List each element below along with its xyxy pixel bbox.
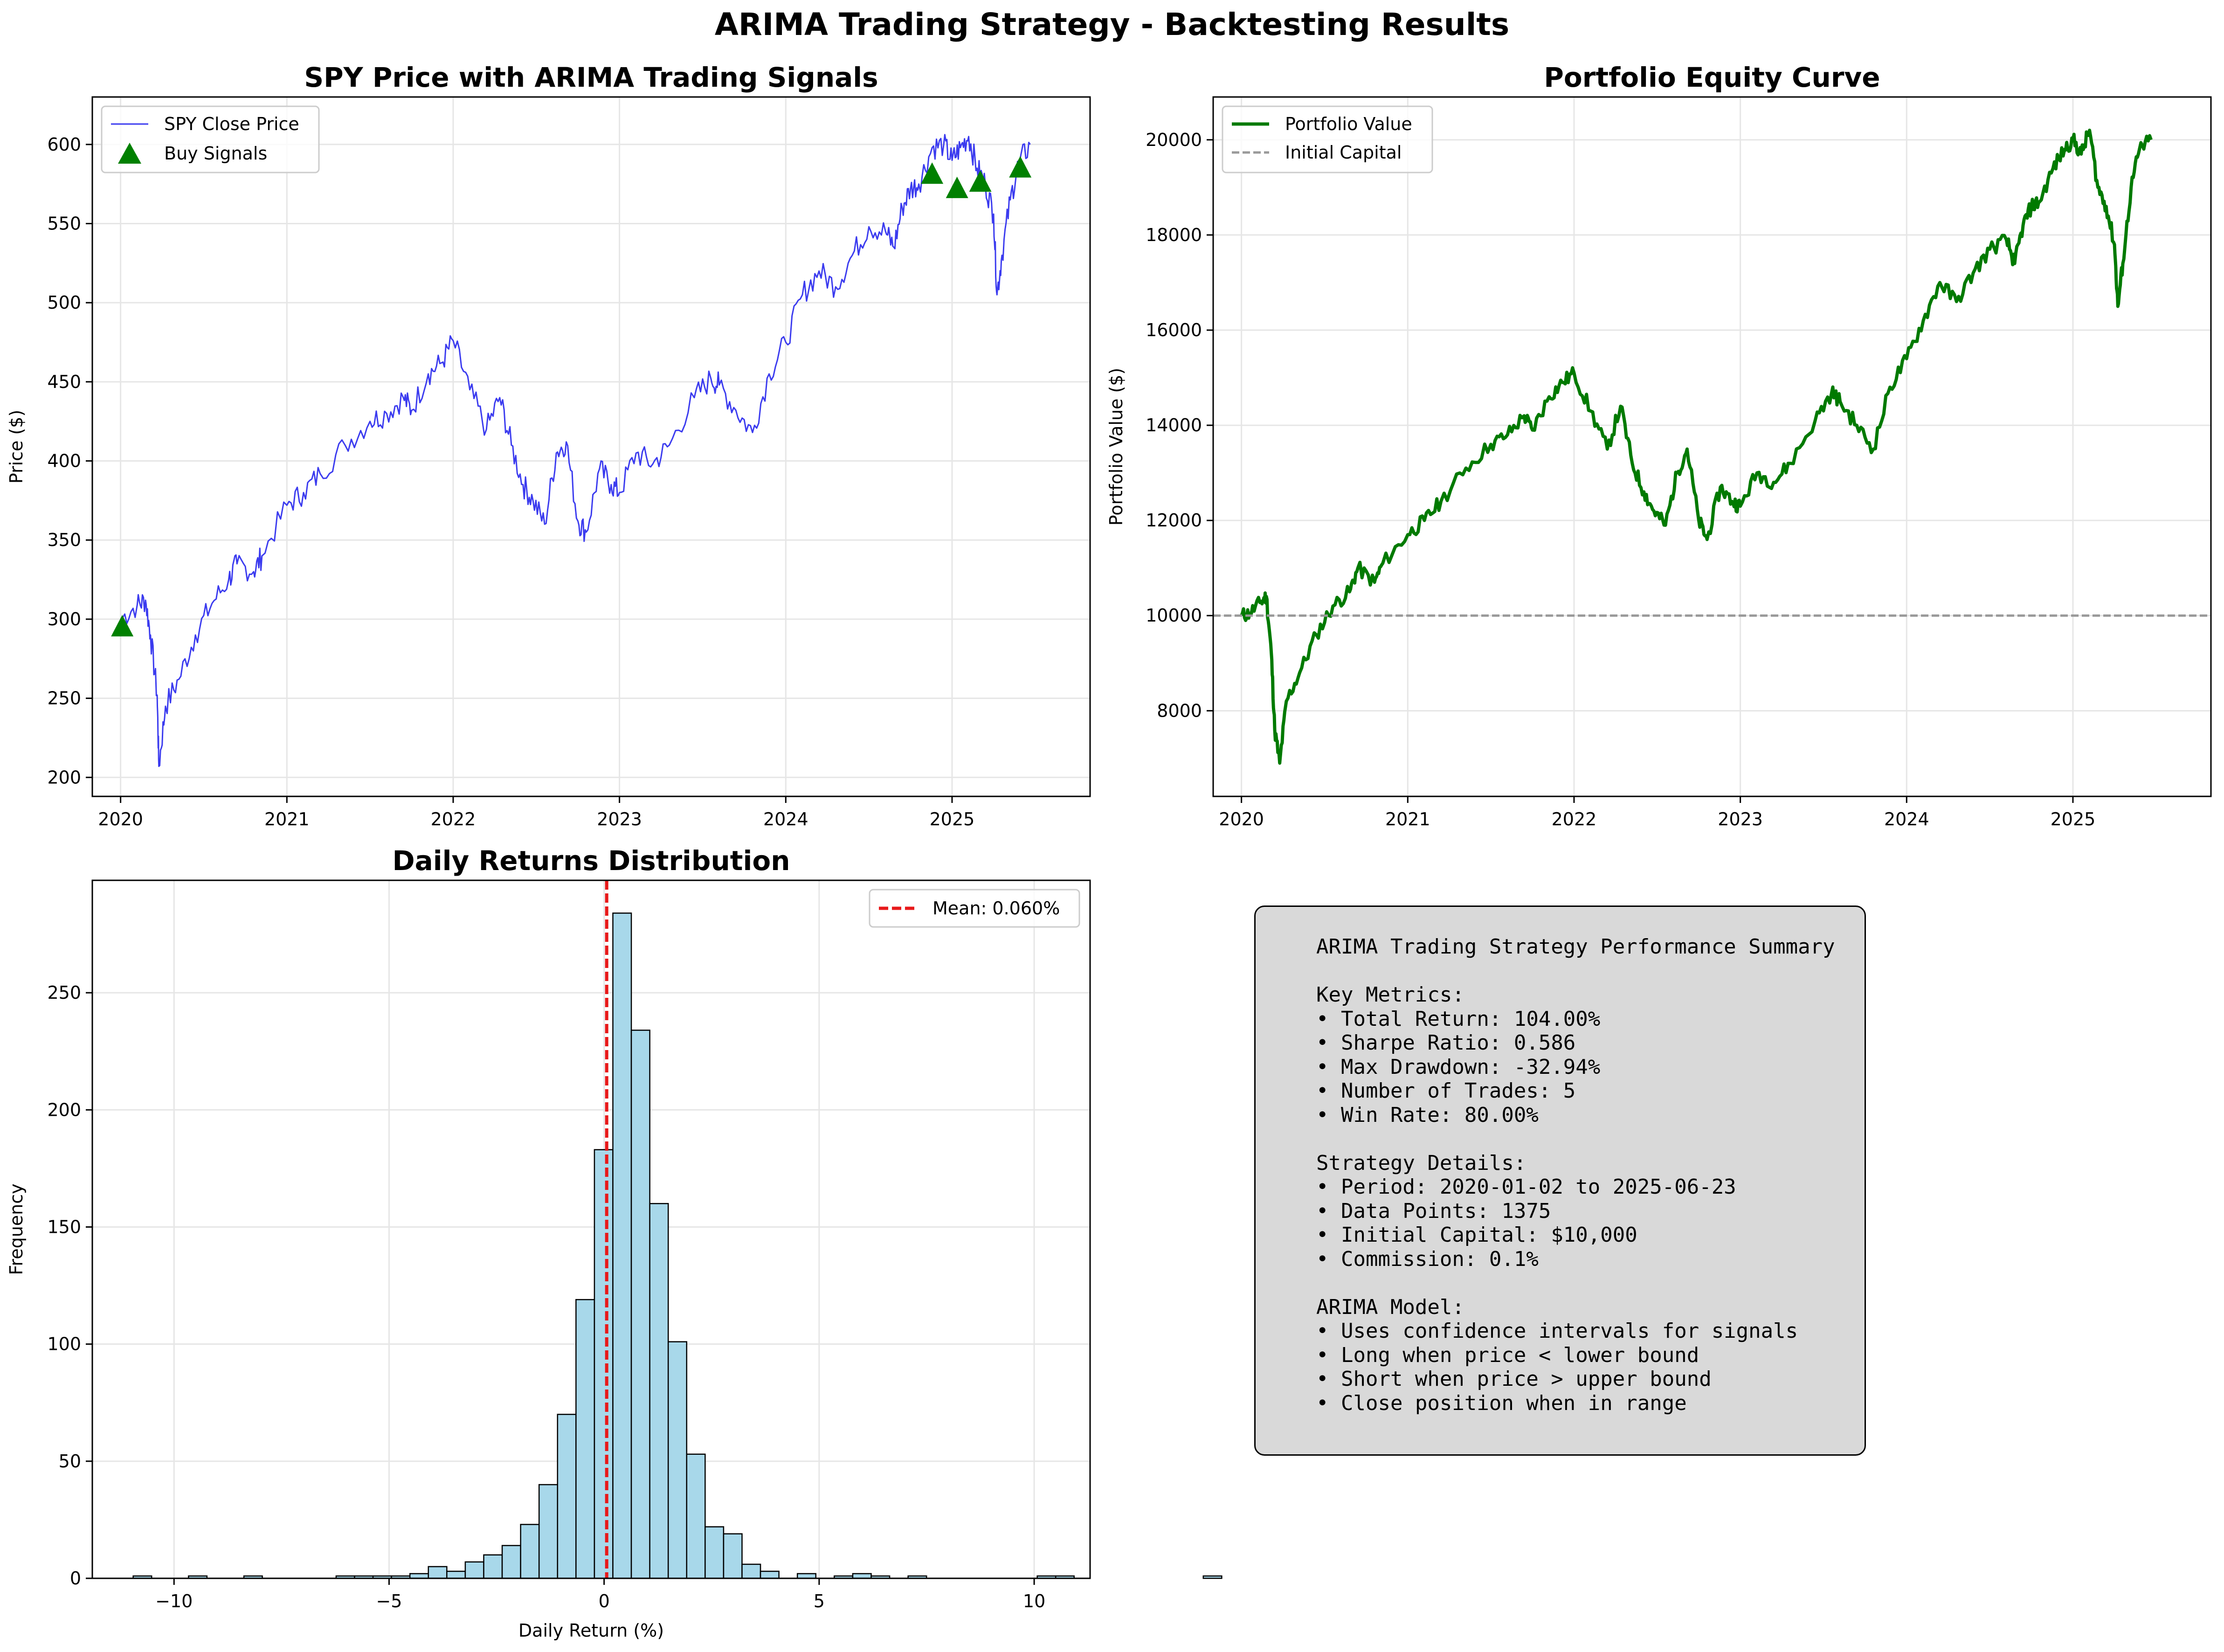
buy-signal-marker	[946, 176, 968, 198]
returns-histogram-ylabel: Frequency	[6, 1183, 27, 1275]
price-xtick-label: 2020	[98, 809, 143, 829]
histogram-bar	[1202, 1575, 1223, 1579]
equity-xtick-label: 2021	[1385, 809, 1430, 829]
histogram-bar	[686, 1453, 706, 1579]
equity-chart: 2020 2021 2022 2023 2024 2025 8000 10000 12000 14…	[1106, 62, 2212, 829]
price-xtick-label: 2021	[264, 809, 310, 829]
returns-histogram-title: Daily Returns Distribution	[393, 845, 790, 877]
returns-legend-box	[869, 889, 1080, 928]
buy-signal-marker	[969, 170, 992, 192]
returns-histogram-legend: Mean: 0.060%	[869, 889, 1080, 928]
returns-xtick-label: 10	[1023, 1591, 1045, 1611]
price-xtick-label: 2022	[431, 809, 476, 829]
returns-ytick-label: 100	[47, 1334, 81, 1355]
equity-ytick-label: 16000	[1146, 320, 1202, 340]
returns-legend-label-mean: Mean: 0.060%	[932, 898, 1060, 919]
returns-xtick-label: −5	[376, 1591, 402, 1611]
returns-ytick-label: 200	[47, 1099, 81, 1120]
figure-title: ARIMA Trading Strategy - Backtesting Res…	[714, 7, 1510, 42]
price-chart: 2020 2021 2022 2023 2024 2025 200 250 300 350 400 4…	[6, 62, 1091, 829]
price-ytick-label: 550	[47, 213, 81, 234]
histogram-bar	[557, 1414, 577, 1579]
returns-ytick-label: 250	[47, 982, 81, 1003]
buy-signal-marker	[921, 162, 944, 184]
histogram-bar	[409, 1573, 429, 1579]
equity-xtick-label: 2024	[1884, 809, 1929, 829]
price-legend-label-close: SPY Close Price	[164, 114, 299, 134]
portfolio-value-line	[1240, 128, 2153, 765]
histogram-bar	[464, 1561, 484, 1579]
histogram-bar	[538, 1484, 559, 1579]
price-ytick-label: 300	[47, 609, 81, 629]
price-ytick-label: 200	[47, 767, 81, 788]
buy-signal-marker	[1009, 156, 1032, 178]
histogram-bar	[796, 1573, 817, 1579]
equity-ytick-label: 8000	[1157, 700, 1202, 721]
equity-legend-label-portfolio: Portfolio Value	[1285, 114, 1412, 134]
histogram-bar	[483, 1554, 503, 1579]
price-chart-frame	[91, 96, 1091, 797]
price-ytick-label: 400	[47, 451, 81, 471]
spy-close-price-line	[120, 134, 1031, 767]
histogram-bar	[667, 1341, 688, 1579]
price-ytick-label: 600	[47, 134, 81, 155]
histogram-bar	[649, 1203, 669, 1579]
histogram-bar	[630, 1030, 650, 1579]
returns-ytick-label: 50	[59, 1451, 81, 1472]
equity-ytick-label: 20000	[1146, 130, 1202, 150]
performance-summary-text: ARIMA Trading Strategy Performance Summa…	[1316, 935, 1835, 1415]
equity-ytick-label: 10000	[1146, 605, 1202, 626]
returns-xtick-label: −10	[155, 1591, 193, 1611]
histogram-bar	[575, 1299, 595, 1579]
histogram-bar	[501, 1545, 521, 1579]
returns-ytick-label: 150	[47, 1217, 81, 1237]
price-chart-legend: SPY Close Price Buy Signals	[101, 105, 320, 173]
histogram-bar	[723, 1533, 743, 1579]
equity-ytick-label: 18000	[1146, 225, 1202, 245]
equity-legend-label-initial: Initial Capital	[1285, 142, 1402, 163]
histogram-bar	[704, 1526, 725, 1579]
histogram-bar	[760, 1570, 780, 1579]
equity-chart-frame	[1212, 96, 2212, 797]
price-legend-box	[101, 105, 320, 173]
equity-chart-ylabel: Portfolio Value ($)	[1106, 368, 1126, 526]
equity-ytick-label: 12000	[1146, 510, 1202, 531]
price-legend-label-buy: Buy Signals	[164, 143, 267, 164]
performance-summary-box: ARIMA Trading Strategy Performance Summa…	[1254, 905, 1866, 1456]
histogram-bar	[741, 1563, 761, 1579]
equity-chart-title: Portfolio Equity Curve	[1544, 62, 1880, 93]
returns-xtick-label: 5	[814, 1591, 825, 1611]
histogram-bar	[520, 1524, 540, 1579]
equity-legend-box	[1222, 105, 1433, 173]
returns-histogram-xlabel: Daily Return (%)	[518, 1620, 664, 1641]
equity-xtick-label: 2023	[1718, 809, 1763, 829]
returns-xtick-label: 0	[599, 1591, 610, 1611]
returns-histogram-frame	[91, 879, 1091, 1579]
equity-xtick-label: 2020	[1219, 809, 1264, 829]
histogram-bar	[428, 1566, 448, 1579]
equity-xtick-label: 2022	[1552, 809, 1597, 829]
equity-chart-legend: Portfolio Value Initial Capital	[1222, 105, 1433, 173]
returns-ytick-label: 0	[70, 1568, 81, 1589]
equity-ytick-label: 14000	[1146, 415, 1202, 435]
price-ytick-label: 250	[47, 688, 81, 709]
price-chart-title: SPY Price with ARIMA Trading Signals	[304, 62, 878, 93]
buy-signal-marker	[111, 615, 134, 636]
histogram-bar	[594, 1149, 614, 1579]
price-legend-triangle-swatch	[118, 143, 141, 164]
price-ytick-label: 500	[47, 292, 81, 313]
equity-xtick-label: 2025	[2051, 809, 2096, 829]
price-chart-ylabel: Price ($)	[6, 410, 27, 484]
price-ytick-label: 450	[47, 372, 81, 392]
price-xtick-label: 2025	[930, 809, 975, 829]
price-ytick-label: 350	[47, 530, 81, 550]
histogram-bar	[612, 912, 632, 1579]
price-xtick-label: 2024	[763, 809, 808, 829]
price-xtick-label: 2023	[597, 809, 642, 829]
histogram-bar	[852, 1573, 872, 1579]
histogram-bar	[446, 1570, 466, 1579]
